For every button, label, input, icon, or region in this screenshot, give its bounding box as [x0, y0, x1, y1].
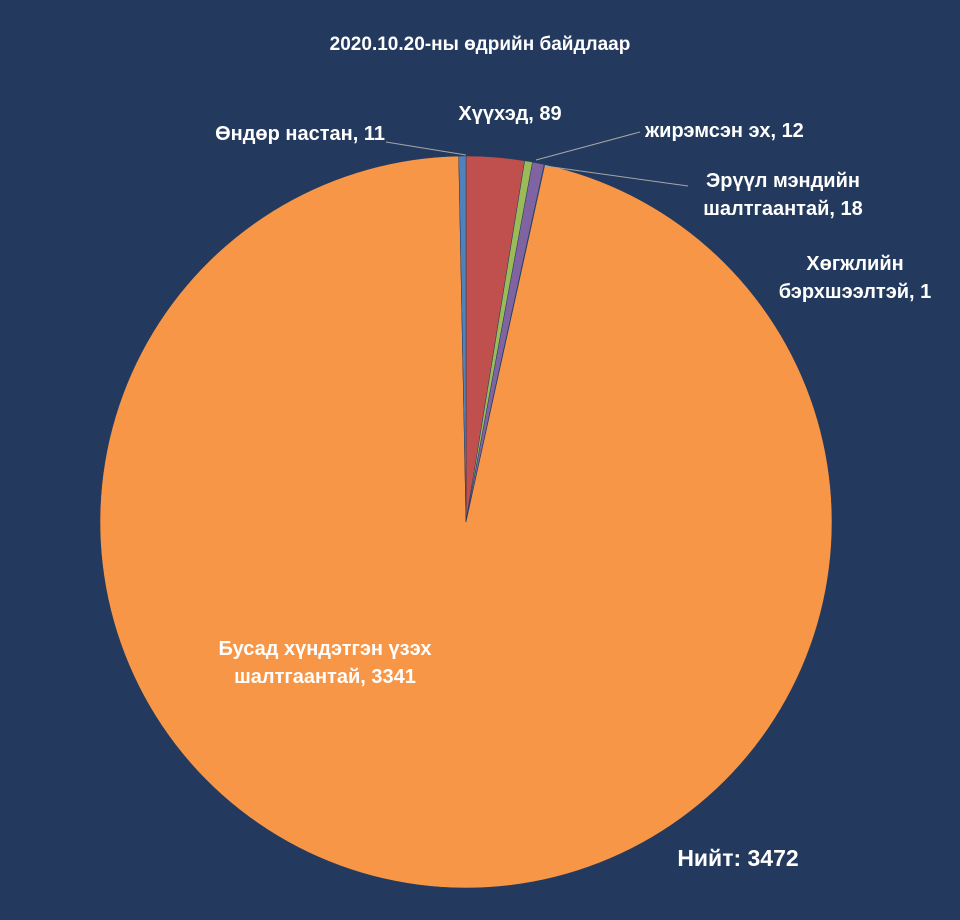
data-label: бэрхшээлтэй, 1	[779, 281, 932, 303]
data-label: Хөгжлийн	[806, 253, 903, 275]
data-label: шалтгаантай, 18	[703, 198, 863, 220]
annotation: Нийт: 3472	[677, 845, 798, 871]
data-label: шалтгаантай, 3341	[234, 666, 416, 688]
data-label: жирэмсэн эх, 12	[644, 120, 804, 142]
leader-line	[544, 165, 689, 187]
data-label: Өндөр настан, 11	[215, 123, 385, 145]
data-label: Хүүхэд, 89	[458, 103, 561, 125]
pie-slice	[458, 155, 467, 523]
leader-line	[385, 141, 467, 156]
pie-slice	[99, 155, 833, 889]
data-label: Бусад хүндэтгэн үзэх	[218, 638, 431, 660]
data-label: Эрүүл мэндийн	[706, 170, 860, 192]
leader-line	[535, 131, 641, 161]
chart-title: 2020.10.20-ны өдрийн байдлаар	[330, 34, 631, 55]
